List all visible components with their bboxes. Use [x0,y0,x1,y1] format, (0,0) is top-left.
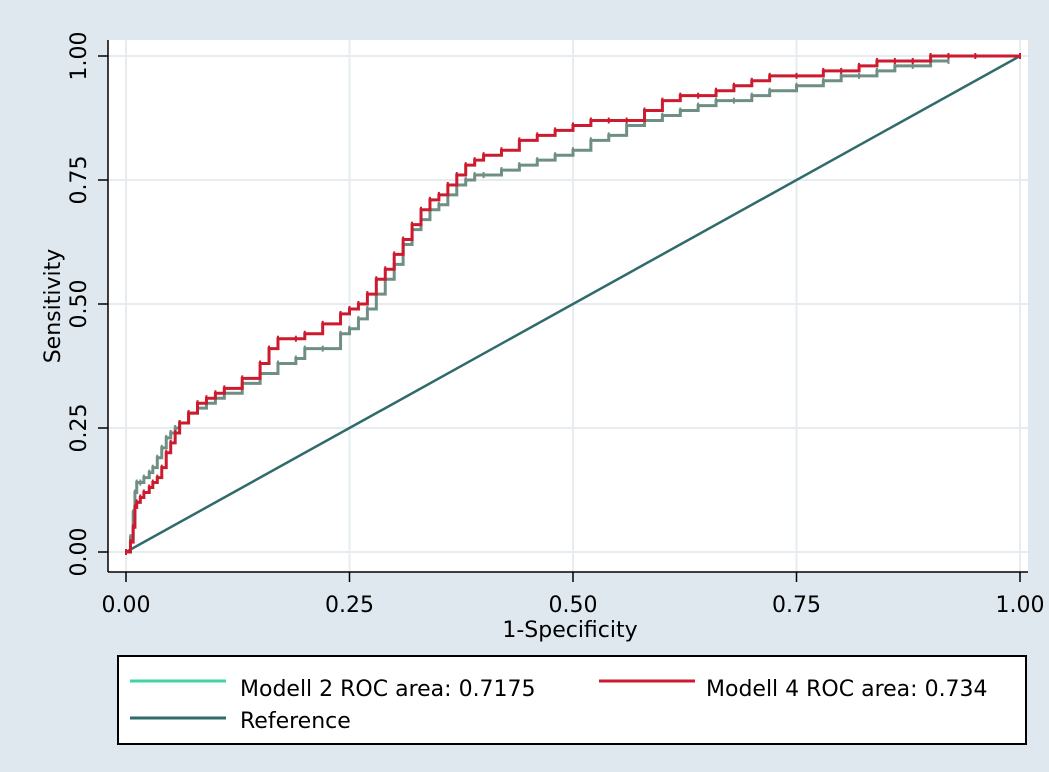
x-axis-label: 1-Specificity [502,618,637,643]
y-tick-label: 0.50 [67,280,92,329]
x-tick-label: 0.50 [549,593,598,618]
legend-label-modell-2: Modell 2 ROC area: 0.7175 [240,677,536,702]
legend: Modell 2 ROC area: 0.7175 Modell 4 ROC a… [117,655,1027,745]
y-tick-label: 1.00 [67,32,92,81]
grid-lines [108,40,1028,572]
legend-box [117,655,1027,745]
y-tick-label: 0.25 [67,404,92,453]
y-tick-label: 0.00 [67,528,92,577]
y-tick-label: 0.75 [67,156,92,205]
y-axis-label: Sensitivity [41,249,66,364]
x-tick-label: 1.00 [996,593,1045,618]
legend-label-reference: Reference [240,709,351,734]
x-tick-label: 0.75 [772,593,821,618]
x-tick-label: 0.00 [102,593,151,618]
axes [107,40,1028,573]
series-layer [125,53,1021,555]
ticks: 0.00 0.25 0.50 0.75 1.00 0.00 0.25 0.50 0.75 1.00 [67,32,1044,618]
x-tick-label: 0.25 [325,593,374,618]
series-line-reference [125,54,1021,554]
legend-label-modell-4: Modell 4 ROC area: 0.734 [706,677,988,702]
